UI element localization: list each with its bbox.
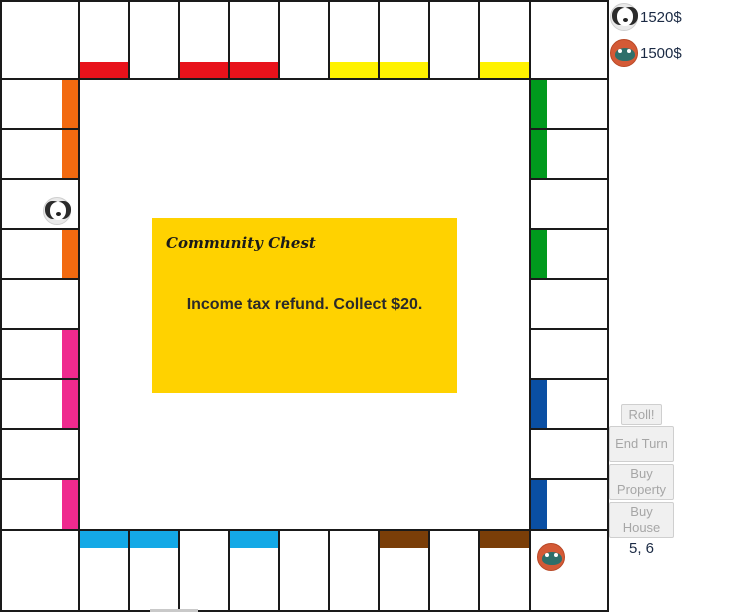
buy-property-button[interactable]: Buy Property	[609, 464, 674, 500]
player-1-status: 1520$	[610, 2, 682, 32]
corner-space-top-left	[0, 0, 80, 80]
board-space-top	[278, 0, 330, 80]
board-space-left	[0, 428, 80, 480]
property-band-red	[230, 62, 278, 78]
property-band-orange	[62, 230, 78, 278]
property-band-red	[180, 62, 228, 78]
end-turn-button[interactable]: End Turn	[609, 426, 674, 462]
board-space-left	[0, 278, 80, 330]
property-band-pink	[62, 330, 78, 378]
board-space-bottom	[428, 529, 480, 612]
board-space-top	[128, 0, 180, 80]
board-space-bottom	[328, 529, 380, 612]
dog-token-icon	[610, 3, 638, 31]
frog-token-icon[interactable]	[537, 543, 565, 571]
corner-space-bottom-right	[529, 529, 609, 612]
property-band-pink	[62, 480, 78, 529]
corner-space-bottom-left	[0, 529, 80, 612]
property-band-green	[531, 80, 547, 128]
player-money: 1500$	[640, 44, 682, 62]
player-money: 1520$	[640, 8, 682, 26]
board-space-right	[529, 428, 609, 480]
property-band-red	[80, 62, 128, 78]
property-band-light-blue	[80, 531, 128, 548]
dog-token-icon[interactable]	[43, 197, 71, 225]
property-band-blue	[531, 480, 547, 529]
property-band-yellow	[380, 62, 428, 78]
property-band-light-blue	[230, 531, 278, 548]
corner-space-top-right	[529, 0, 609, 80]
property-band-green	[531, 130, 547, 178]
community-chest-card: Community Chest Income tax refund. Colle…	[152, 218, 457, 393]
player-2-status: 1500$	[610, 38, 682, 68]
game-board: Community Chest Income tax refund. Colle…	[0, 0, 609, 612]
board-space-right	[529, 278, 609, 330]
property-band-yellow	[480, 62, 529, 78]
board-space-bottom	[278, 529, 330, 612]
property-band-orange	[62, 80, 78, 128]
card-title: Community Chest	[166, 234, 316, 252]
roll-button[interactable]: Roll!	[621, 404, 662, 425]
property-band-pink	[62, 380, 78, 428]
property-band-orange	[62, 130, 78, 178]
frog-token-icon	[610, 39, 638, 67]
dice-result: 5, 6	[629, 540, 655, 557]
property-band-green	[531, 230, 547, 278]
property-band-yellow	[330, 62, 378, 78]
property-band-light-blue	[130, 531, 178, 548]
board-space-bottom	[178, 529, 230, 612]
board-space-right	[529, 328, 609, 380]
board-space-top	[428, 0, 480, 80]
scrollbar-thumb[interactable]	[150, 609, 198, 612]
buy-house-button[interactable]: Buy House	[609, 502, 674, 538]
property-band-brown	[480, 531, 529, 548]
property-band-brown	[380, 531, 428, 548]
card-text: Income tax refund. Collect $20.	[186, 296, 423, 313]
board-space-right	[529, 178, 609, 230]
property-band-blue	[531, 380, 547, 428]
